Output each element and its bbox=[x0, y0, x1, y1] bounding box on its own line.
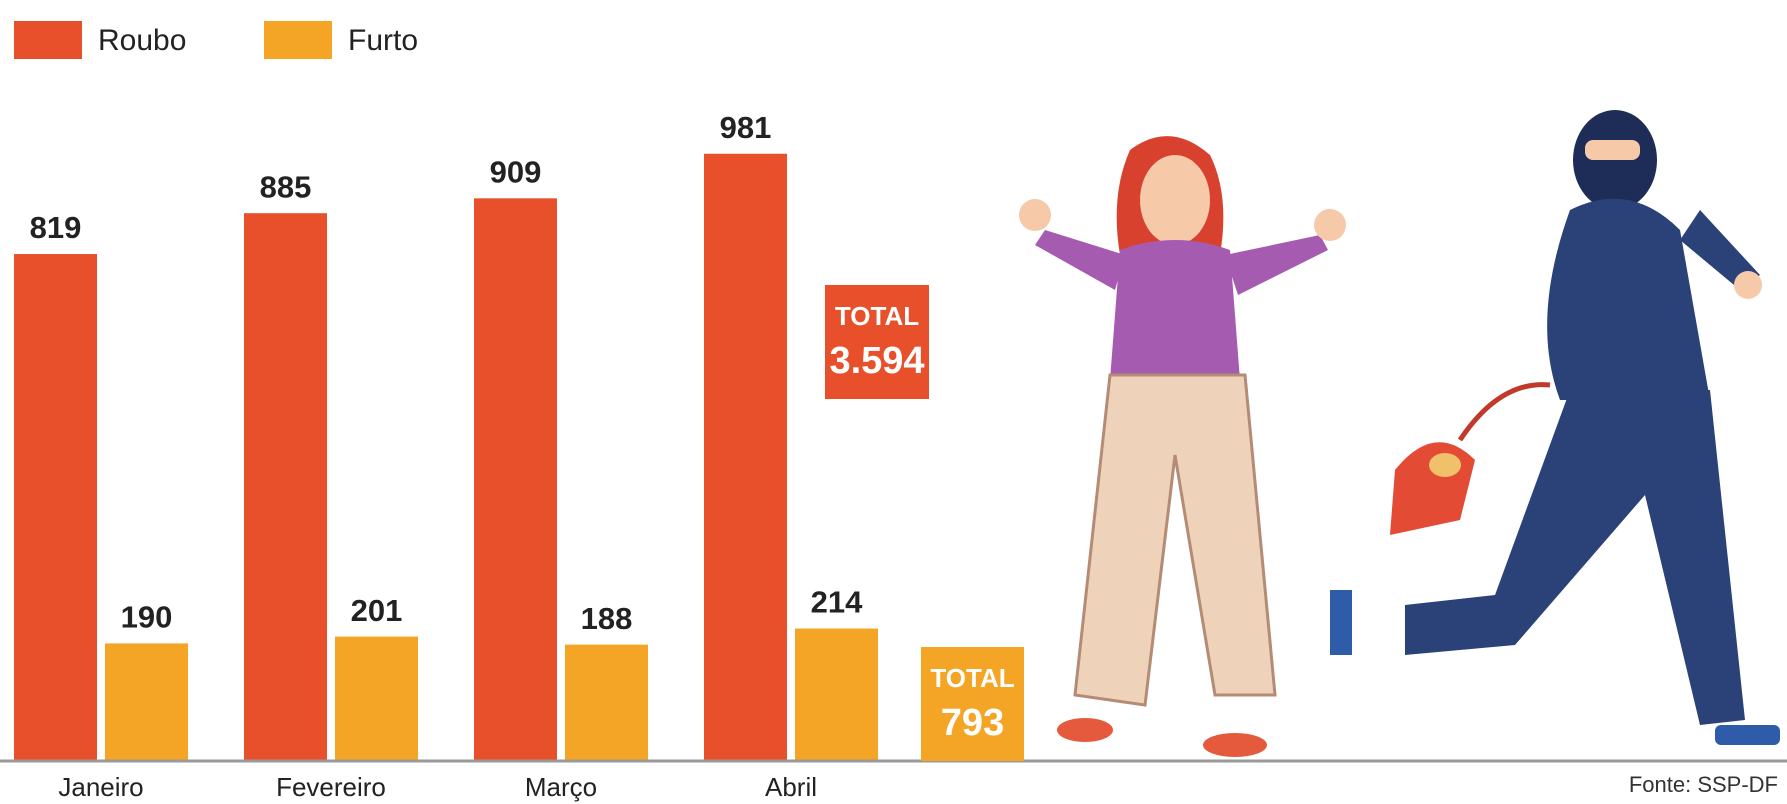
total-value: 3.594 bbox=[829, 340, 924, 382]
bar bbox=[335, 637, 418, 761]
value-label: 188 bbox=[581, 601, 633, 636]
bar bbox=[244, 213, 327, 761]
legend-label: Furto bbox=[348, 24, 418, 57]
x-tick-label: Fevereiro bbox=[276, 772, 386, 802]
x-tick-label: Abril bbox=[765, 772, 817, 802]
x-tick-label: Março bbox=[525, 772, 597, 802]
legend-swatch bbox=[264, 21, 332, 59]
value-label: 981 bbox=[720, 110, 772, 145]
value-label: 201 bbox=[351, 593, 403, 628]
bar bbox=[565, 645, 648, 761]
legend-swatch bbox=[14, 21, 82, 59]
bar bbox=[474, 198, 557, 761]
legend-label: Roubo bbox=[98, 24, 186, 57]
total-label: TOTAL bbox=[930, 663, 1014, 693]
value-label: 214 bbox=[811, 585, 863, 620]
illustration-woman bbox=[1019, 136, 1346, 757]
x-tick-label: Janeiro bbox=[58, 772, 143, 802]
total-value: 793 bbox=[941, 702, 1004, 744]
value-label: 190 bbox=[121, 600, 173, 635]
value-label: 909 bbox=[490, 155, 542, 190]
illustration-thief bbox=[1330, 110, 1780, 745]
bar bbox=[704, 154, 787, 761]
value-label: 819 bbox=[30, 210, 82, 245]
bar bbox=[795, 629, 878, 761]
chart: Roubo Furto 819 190 Janeiro 885 201 Fevereiro 90… bbox=[0, 0, 1787, 804]
total-label: TOTAL bbox=[835, 301, 919, 331]
bar bbox=[14, 254, 97, 761]
source: Fonte: SSP-DF bbox=[1629, 772, 1778, 797]
bar bbox=[105, 643, 188, 761]
value-label: 885 bbox=[260, 169, 312, 204]
